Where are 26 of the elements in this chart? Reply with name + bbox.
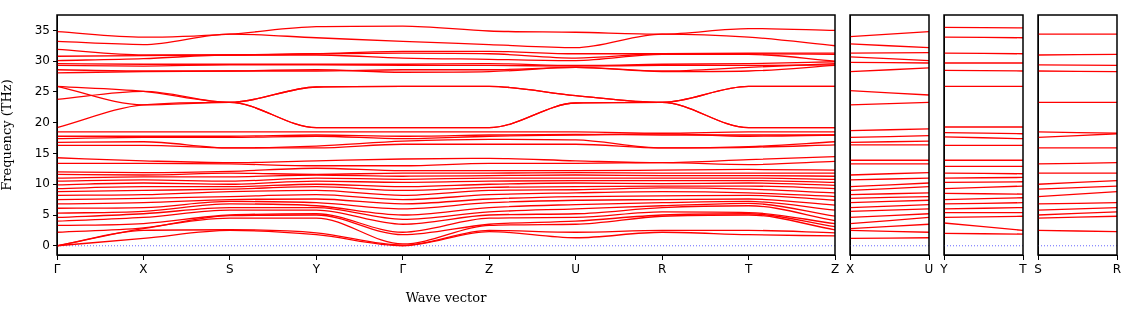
x-tick-label: X [845, 262, 855, 277]
x-tick-label: Γ [53, 262, 61, 277]
y-tick-label: 10 [34, 176, 50, 191]
x-tick-label: T [1018, 262, 1028, 277]
y-tick-label: 20 [34, 114, 50, 129]
x-tick-label: U [924, 262, 934, 277]
x-tick-label: R [657, 262, 667, 277]
x-tick-label: Y [311, 262, 321, 277]
y-tick-label: 5 [42, 207, 50, 222]
x-tick-label: X [139, 262, 148, 277]
x-tick-label: S [226, 262, 234, 277]
y-axis-title: Frequency (THz) [0, 79, 15, 191]
x-tick-label: Z [485, 262, 494, 277]
x-axis-title: Wave vector [405, 289, 488, 305]
x-tick-label: U [571, 262, 581, 277]
x-tick-label: Y [939, 262, 949, 277]
x-tick-label: S [1034, 262, 1042, 277]
x-tick-label: Γ [399, 262, 407, 277]
y-tick-label: 35 [34, 22, 50, 37]
y-tick-label: 15 [34, 145, 50, 160]
y-tick-label: 25 [34, 84, 50, 99]
y-tick-label: 0 [42, 237, 50, 252]
x-tick-label: T [743, 262, 753, 277]
y-tick-label: 30 [34, 53, 50, 68]
x-tick-label: R [1112, 262, 1122, 277]
x-tick-label: Z [830, 262, 840, 277]
